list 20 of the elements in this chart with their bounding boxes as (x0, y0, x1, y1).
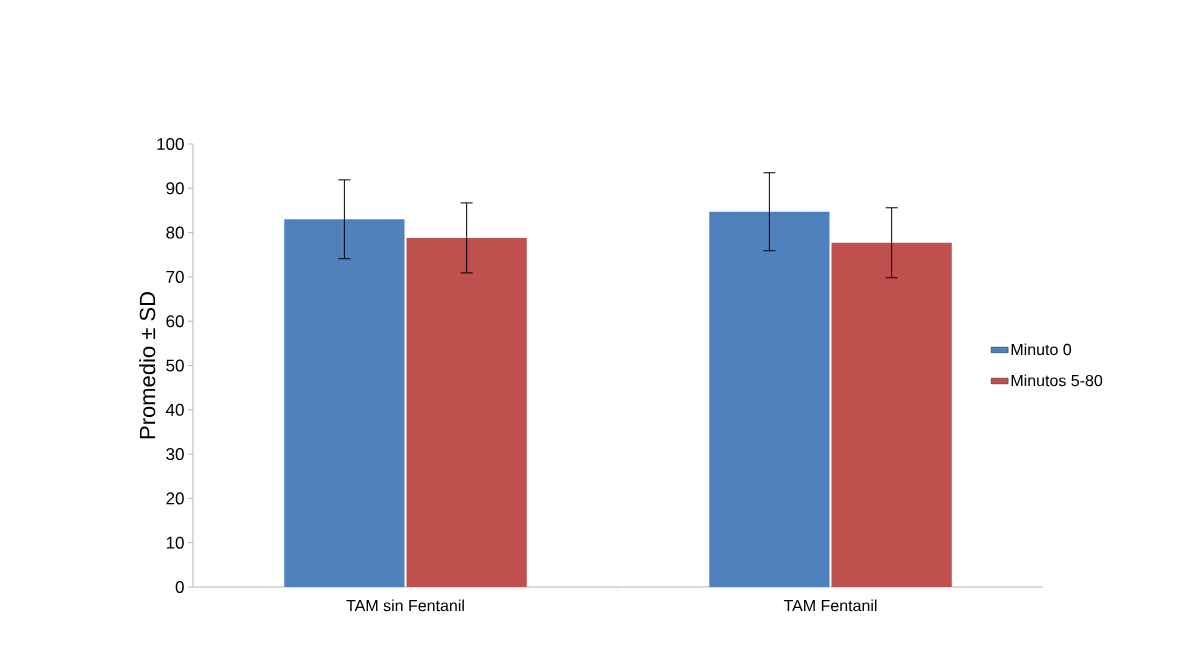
bar (406, 237, 527, 587)
y-tick-label: 30 (166, 448, 184, 461)
y-tick-label: 10 (166, 536, 184, 549)
y-axis-title: Promedio ± SD (139, 292, 156, 439)
y-tick-label: 90 (166, 182, 184, 195)
legend-label: Minutos 5-80 (1011, 374, 1103, 387)
y-tick-label: 100 (157, 137, 184, 151)
y-tick-label: 50 (166, 359, 184, 372)
x-tick-label: TAM Fentanil (783, 599, 877, 612)
y-tick-label: 80 (166, 226, 184, 239)
x-tick-label: TAM sin Fentanil (346, 599, 464, 612)
y-tick-label: 60 (166, 315, 184, 328)
y-tick-label: 70 (166, 270, 184, 283)
y-tick-label: 20 (166, 492, 184, 505)
bar (284, 219, 405, 587)
bar (831, 242, 952, 587)
bar (709, 211, 830, 587)
legend-label: Minuto 0 (1011, 343, 1072, 356)
y-tick-label: 40 (165, 403, 184, 416)
y-tick-label: 0 (175, 580, 184, 594)
